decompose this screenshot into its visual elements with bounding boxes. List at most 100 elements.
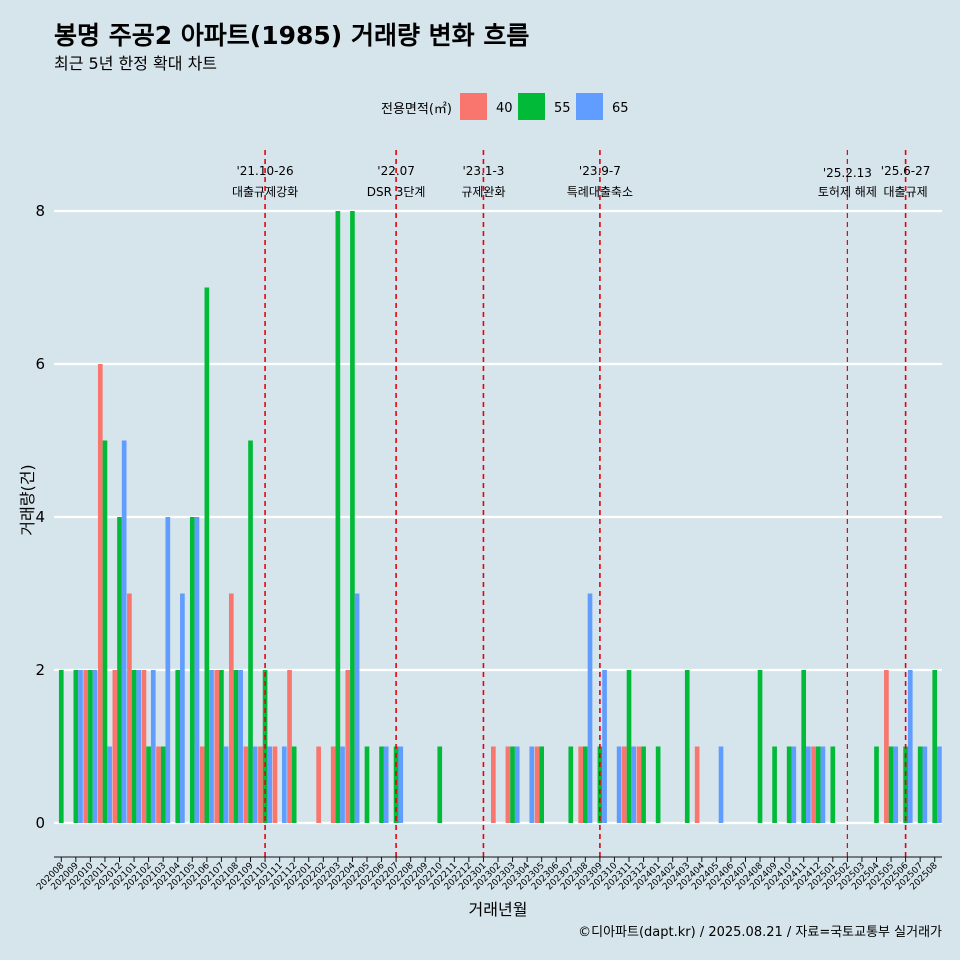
bar-40-202303 [505,746,511,823]
bar-55-202107 [219,670,224,823]
bar-40-202308 [578,746,584,823]
bar-40-202505 [884,670,889,823]
bar-65-202411 [806,746,811,823]
bar-55-202412 [815,746,821,823]
bar-55-202508 [932,670,938,823]
bar-65-202405 [718,746,724,823]
y-tick-label: 2 [35,661,45,679]
bar-40-202011 [97,364,103,823]
bar-65-202203 [340,746,345,823]
bar-40-202202 [316,746,321,823]
event-date: '23.1-3 [462,164,504,178]
bar-55-202009 [73,670,79,823]
bar-55-202303 [510,746,515,823]
bar-40-202305 [534,746,540,823]
bar-40-202312 [636,746,642,823]
bar-65-202507 [922,746,928,823]
bar-65-202206 [383,746,389,823]
y-axis-title: 거래량(건) [18,464,37,535]
bar-55-202403 [684,670,690,823]
bar-55-202308 [583,746,588,823]
bar-40-202101 [127,593,132,823]
bar-55-202410 [786,746,792,823]
x-axis-title: 거래년월 [469,900,528,919]
bar-65-202101 [136,670,142,823]
bar-55-202008 [58,670,64,823]
bar-65-202105 [194,517,200,823]
bar-55-202501 [830,746,836,823]
bar-65-202111 [281,746,287,823]
bar-55-202109 [248,440,253,823]
bar-65-202204 [354,593,360,823]
bar-55-202102 [146,746,151,823]
bar-55-202112 [291,746,297,823]
y-tick-label: 8 [35,202,45,220]
bar-65-202308 [587,593,593,823]
legend-label-40: 40 [496,101,513,116]
bar-55-202205 [364,746,370,823]
bar-55-202206 [379,746,384,823]
bar-40-202203 [330,746,336,823]
caption: ©디아파트(dapt.kr) / 2025.08.21 / 자료=국토교통부 실… [578,925,942,940]
bar-40-202110 [258,746,263,823]
event-date: '22.07 [377,164,415,178]
bar-40-202112 [287,670,292,823]
chart-subtitle: 최근 5년 한정 확대 차트 [54,54,217,73]
event-label: 대출규제강화 [232,185,298,199]
legend-label-65: 65 [612,101,629,116]
bar-65-202102 [150,670,156,823]
event-label: 규제완화 [461,185,505,199]
bar-65-202310 [616,746,622,823]
bar-55-202312 [641,746,646,823]
bar-65-202508 [937,746,942,823]
bar-55-202401 [655,746,661,823]
bar-40-202412 [811,746,816,823]
bar-40-202102 [141,670,147,823]
bar-40-202111 [272,746,278,823]
y-tick-label: 6 [35,355,45,373]
bar-40-202109 [243,746,249,823]
bar-65-202108 [238,670,243,823]
bar-65-202311 [631,746,637,823]
chart-title: 봉명 주공2 아파트(1985) 거래량 변화 흐름 [54,21,529,50]
bar-40-202404 [694,746,700,823]
event-date: '25.2.13 [823,166,872,180]
bar-55-202101 [131,670,137,823]
event-date: '25.6-27 [881,164,931,178]
bar-55-202012 [117,517,122,823]
bar-55-202104 [175,670,181,823]
legend-swatch-40 [460,93,487,120]
bar-65-202103 [165,517,171,823]
bar-55-202307 [568,746,574,823]
bar-65-202106 [209,670,214,823]
bar-40-202103 [156,746,161,823]
bar-40-202106 [199,746,205,823]
y-tick-label: 0 [35,814,45,832]
bar-55-202203 [335,211,341,823]
bar-65-202104 [180,593,185,823]
bar-40-202204 [345,670,351,823]
bar-55-202011 [102,440,108,823]
bar-55-202108 [233,670,239,823]
bar-55-202204 [350,211,355,823]
bar-55-202409 [772,746,777,823]
event-date: '21.10-26 [236,164,293,178]
bar-40-202108 [228,593,234,823]
bar-55-202505 [888,746,894,823]
legend-swatch-55 [518,93,545,120]
event-label: 특례대출축소 [567,185,633,199]
event-label: 대출규제 [884,185,928,199]
bar-65-202107 [223,746,229,823]
bar-55-202408 [757,670,763,823]
bar-65-202207 [398,746,404,823]
event-label: 토허제 해제 [818,185,877,199]
bar-65-202412 [820,746,826,823]
legend-swatch-65 [576,93,603,120]
bar-65-202303 [514,746,520,823]
bar-40-202012 [112,670,118,823]
legend-title: 전용면적(㎡) [381,102,452,117]
legend-label-55: 55 [554,101,571,116]
bar-55-202507 [917,746,923,823]
bar-65-202410 [791,746,797,823]
